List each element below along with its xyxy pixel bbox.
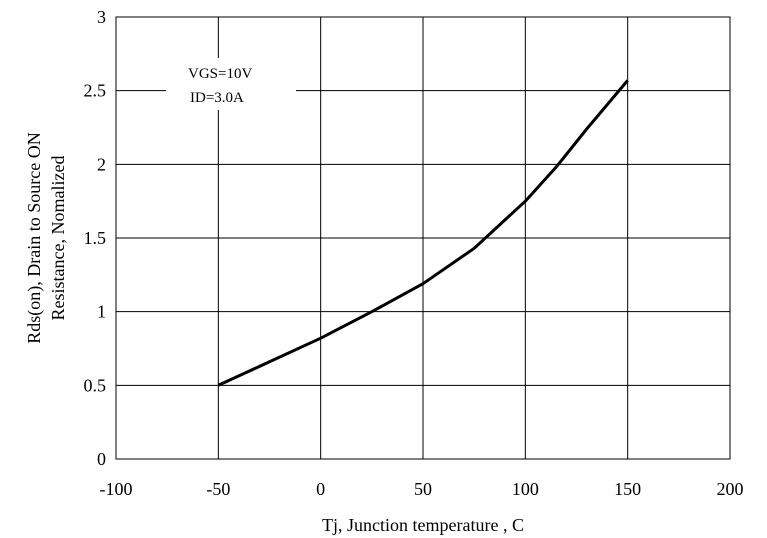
plot-area-frame xyxy=(115,16,731,460)
x-tick-label: 200 xyxy=(717,479,744,499)
annotation-box xyxy=(166,58,296,110)
y-tick-label: 0 xyxy=(97,449,106,469)
y-axis-label-line1: Rds(on), Drain to Source ON xyxy=(24,132,45,343)
x-tick-label: 0 xyxy=(316,479,325,499)
x-tick-label: 150 xyxy=(614,479,641,499)
x-tick-label: 100 xyxy=(512,479,539,499)
x-tick-label: -50 xyxy=(206,479,230,499)
y-tick-label: 1.5 xyxy=(84,228,107,248)
x-axis-label: Tj, Junction temperature , C xyxy=(322,515,524,535)
y-tick-label: 0.5 xyxy=(84,375,107,395)
x-tick-label: -100 xyxy=(100,479,133,499)
y-tick-label: 2.5 xyxy=(84,81,107,101)
y-axis-label-line2: Resistance, Nomalized xyxy=(48,156,68,321)
y-tick-labels: 0 0.5 1 1.5 2 2.5 3 xyxy=(84,7,107,469)
annotation-vgs: VGS=10V xyxy=(188,66,252,82)
x-tick-label: 50 xyxy=(414,479,432,499)
x-tick-labels: -100 -50 0 50 100 150 200 xyxy=(100,479,744,499)
y-tick-label: 2 xyxy=(97,154,106,174)
series-line-rdson xyxy=(217,79,629,387)
y-tick-label: 3 xyxy=(97,7,106,27)
y-tick-label: 1 xyxy=(97,302,106,322)
annotation-id: ID=3.0A xyxy=(190,90,244,106)
